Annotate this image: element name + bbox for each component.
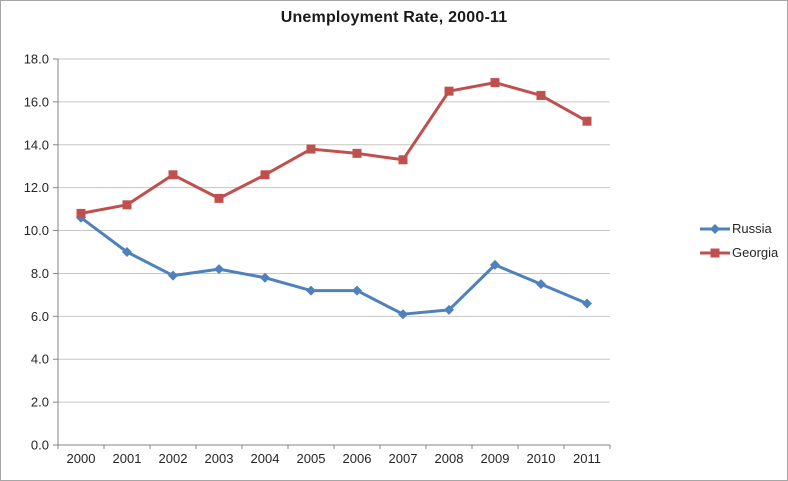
chart-title: Unemployment Rate, 2000-11 [280,9,508,26]
data-point-marker [398,309,408,320]
data-point-marker [260,170,270,180]
x-tick-label: 2003 [205,451,234,466]
data-point-marker [260,272,270,283]
data-point-marker [444,86,454,96]
data-point-marker [490,78,500,88]
x-tick-label: 2011 [573,451,601,466]
y-tick-label: 0.0 [31,438,49,453]
data-point-marker [214,193,224,203]
data-point-marker [122,200,132,210]
series-russia [76,212,592,320]
data-point-marker [352,148,362,158]
data-point-marker [76,208,86,218]
legend-label-russia: Russia [732,221,772,236]
y-tick-label: 2.0 [31,395,49,410]
data-point-marker [306,285,316,296]
data-point-marker [710,223,720,234]
data-point-marker [710,248,720,257]
x-tick-label: 2006 [343,451,372,466]
x-tick-label: 2002 [159,451,188,466]
data-point-marker [306,144,316,154]
y-tick-label: 4.0 [31,352,49,367]
legend-item-russia: Russia [700,222,778,235]
legend-key-russia-icon [700,223,730,234]
data-point-marker [398,155,408,165]
y-tick-label: 16.0 [24,94,49,109]
x-tick-label: 2000 [67,451,96,466]
legend-item-georgia: Georgia [700,246,778,259]
series-line [79,81,589,215]
data-point-marker [536,90,546,100]
x-tick-label: 2001 [113,451,142,466]
data-point-marker [582,116,592,126]
y-tick-label: 10.0 [24,223,49,238]
y-tick-label: 12.0 [24,180,49,195]
data-point-marker [168,270,178,281]
data-point-marker [582,298,592,309]
data-point-marker [490,259,500,270]
data-point-marker [536,279,546,290]
y-tick-label: 6.0 [31,309,49,324]
series-georgia [76,78,592,218]
series-line [79,216,589,316]
legend-key-georgia-icon [700,248,730,257]
x-tick-label: 2009 [481,451,510,466]
data-point-marker [122,247,132,257]
data-point-marker [214,264,224,275]
x-tick-label: 2010 [527,451,556,466]
y-tick-label: 8.0 [31,266,49,281]
y-tick-label: 14.0 [24,137,49,152]
x-tick-label: 2005 [297,451,326,466]
legend: Russia Georgia [700,222,778,259]
data-point-marker [352,285,362,296]
y-tick-label: 18.0 [24,52,49,67]
x-tick-label: 2008 [435,451,464,466]
data-point-marker [444,304,454,315]
legend-label-georgia: Georgia [732,245,779,260]
x-tick-label: 2004 [251,451,280,466]
x-tick-label: 2007 [389,451,418,466]
data-point-marker [168,170,178,180]
